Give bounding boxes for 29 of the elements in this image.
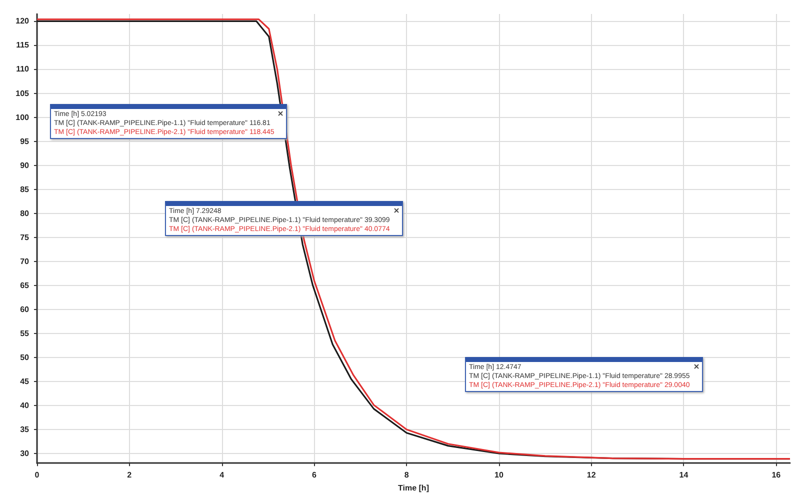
y-tick-label: 110 (16, 64, 30, 74)
x-tick-label: 6 (312, 470, 317, 480)
y-tick-label: 105 (16, 88, 30, 98)
y-tick-label: 95 (20, 136, 30, 146)
y-tick-label: 65 (20, 280, 30, 290)
y-tick-label: 50 (20, 352, 30, 362)
y-tick-label: 115 (16, 40, 30, 50)
y-tick-label: 40 (20, 400, 30, 410)
x-tick-label: 4 (220, 470, 225, 480)
y-tick-label: 35 (20, 424, 30, 434)
x-tick-label: 2 (127, 470, 132, 480)
y-tick-label: 70 (20, 256, 30, 266)
x-tick-label: 0 (34, 470, 40, 480)
y-tick-label: 80 (20, 208, 30, 218)
y-tick-label: 45 (20, 376, 30, 386)
y-tick-label: 100 (16, 112, 30, 122)
y-tick-label: 85 (20, 184, 30, 194)
y-tick-label: 75 (20, 232, 30, 242)
y-tick-label: 90 (20, 160, 30, 170)
x-tick-label: 12 (586, 470, 596, 480)
y-tick-label: 60 (20, 304, 30, 314)
x-tick-label: 14 (679, 470, 689, 480)
y-tick-label: 55 (20, 328, 30, 338)
x-tick-label: 16 (772, 470, 782, 480)
x-tick-label: 10 (494, 470, 504, 480)
x-axis-title: Time [h] (398, 484, 430, 492)
y-tick-label: 120 (16, 16, 30, 26)
x-tick-label: 8 (404, 470, 410, 480)
y-tick-label: 30 (20, 448, 30, 458)
